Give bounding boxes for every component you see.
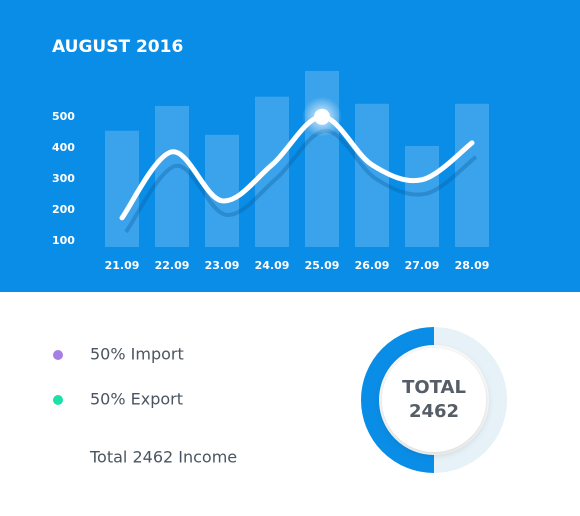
caption: Total 2462 Income bbox=[89, 448, 237, 467]
x-tick-label: 21.09 bbox=[105, 259, 140, 272]
x-tick-label: 24.09 bbox=[255, 259, 290, 272]
y-tick-label: 100 bbox=[52, 234, 75, 247]
legend-marker bbox=[53, 395, 63, 405]
donut-segment bbox=[361, 327, 435, 473]
x-tick-label: 23.09 bbox=[205, 259, 240, 272]
center-title: TOTAL bbox=[402, 377, 466, 398]
bar bbox=[255, 96, 289, 248]
center-value: 2462 bbox=[409, 401, 459, 422]
donut-center bbox=[382, 348, 486, 452]
y-tick-label: 500 bbox=[52, 110, 75, 123]
bar bbox=[155, 105, 189, 247]
highlight-point bbox=[314, 108, 330, 125]
line-shadow bbox=[124, 128, 478, 234]
y-tick-label: 300 bbox=[52, 172, 75, 185]
y-tick-label: 200 bbox=[52, 203, 75, 216]
bar bbox=[455, 103, 489, 247]
bar bbox=[105, 130, 139, 247]
bar bbox=[355, 103, 389, 247]
x-tick-label: 25.09 bbox=[305, 259, 340, 272]
legend-label: 50% Import bbox=[90, 345, 184, 364]
y-tick-label: 400 bbox=[52, 141, 75, 154]
bar bbox=[405, 145, 439, 247]
x-tick-label: 22.09 bbox=[155, 259, 190, 272]
chart-title: AUGUST 2016 bbox=[52, 37, 183, 57]
legend-label: 50% Export bbox=[90, 390, 183, 409]
x-tick-label: 26.09 bbox=[355, 259, 390, 272]
x-tick-label: 28.09 bbox=[455, 259, 490, 272]
donut-segment bbox=[433, 327, 507, 473]
line bbox=[119, 114, 475, 221]
legend-marker bbox=[53, 350, 63, 360]
x-tick-label: 27.09 bbox=[405, 259, 440, 272]
